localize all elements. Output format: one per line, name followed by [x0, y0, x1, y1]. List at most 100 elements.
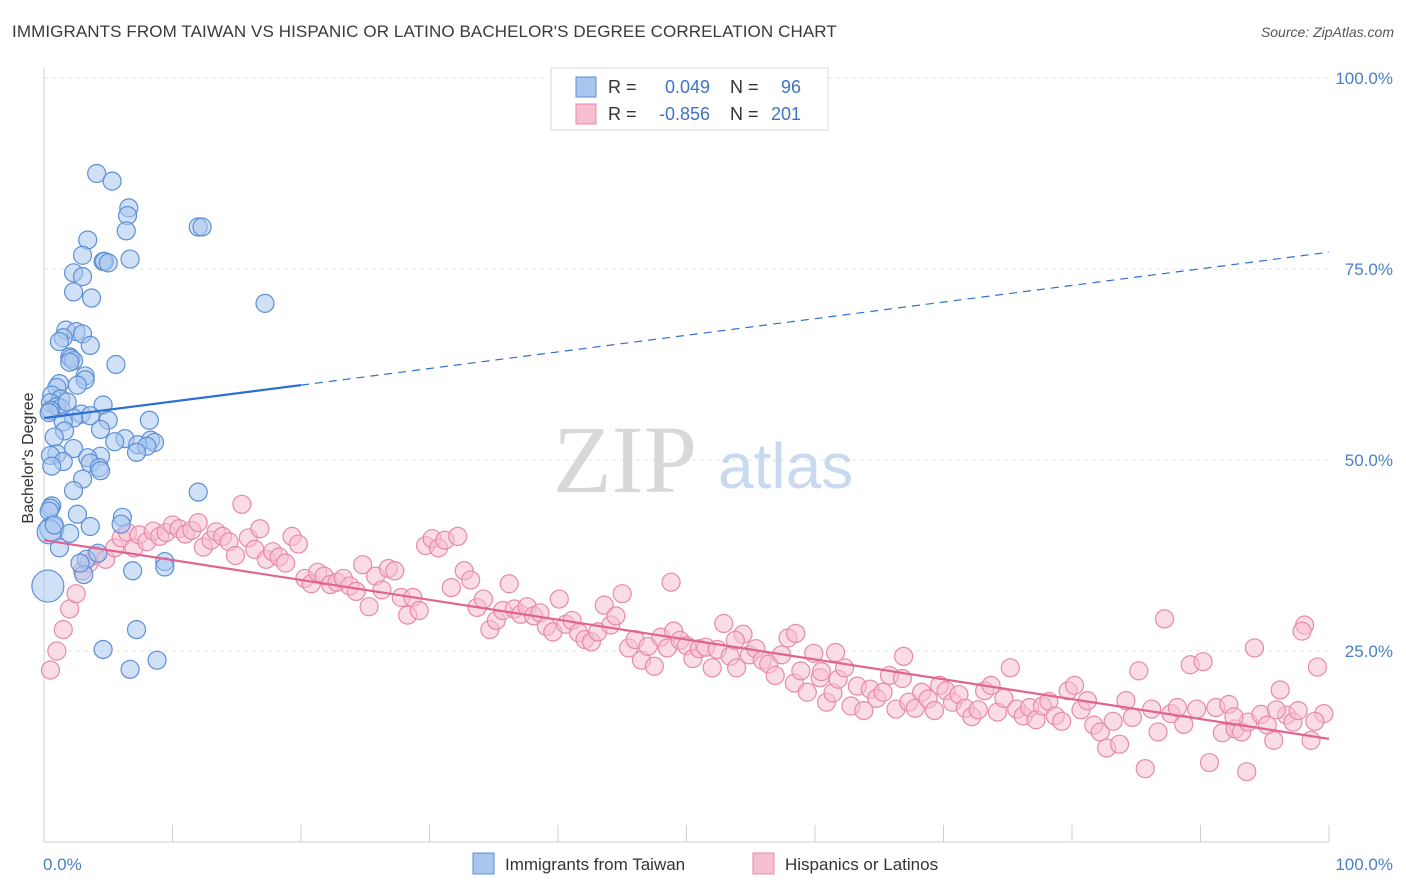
hispanic-point [873, 682, 893, 702]
hispanic-point [461, 570, 481, 590]
source-note: Source: ZipAtlas.com [1260, 24, 1394, 40]
taiwan-point [106, 354, 126, 375]
watermark-atlas: atlas [718, 430, 853, 502]
taiwan-point [120, 659, 140, 679]
taiwan-point [81, 288, 102, 308]
taiwan-point [188, 482, 208, 502]
hispanic-point [825, 642, 846, 663]
series-legend: Immigrants from Taiwan Hispanics or Lati… [472, 852, 938, 875]
hispanic-point [714, 613, 734, 634]
hispanic-point [409, 600, 429, 621]
taiwan-point [126, 620, 147, 640]
hispanic-point [372, 580, 392, 600]
taiwan-point [80, 516, 100, 537]
taiwan-point [80, 335, 100, 355]
taiwan-point [44, 427, 64, 447]
hispanic-point [359, 597, 379, 617]
hispanic-point [232, 494, 252, 514]
taiwan-point [72, 267, 93, 287]
hispanic-point [1129, 661, 1149, 681]
hispanic-point [1187, 699, 1207, 719]
hispanic-point [1103, 711, 1123, 731]
legend-n-label-2: N = [730, 104, 759, 124]
y-tick-label-0: 25.0% [1345, 642, 1393, 661]
hispanic-point [1244, 638, 1265, 658]
hispanic-point [1148, 722, 1168, 742]
trend-lines [43, 251, 1330, 740]
taiwan-trend-dashed [300, 251, 1330, 386]
hispanic-point [661, 572, 681, 592]
taiwan-point [44, 515, 64, 535]
hispanic-point [1142, 699, 1162, 719]
hispanic-point [441, 577, 461, 598]
taiwan-point [49, 331, 70, 352]
hispanic-point [499, 574, 519, 594]
hispanic-point [924, 700, 945, 721]
taiwan-point [63, 480, 84, 501]
hispanic-point [40, 660, 61, 680]
taiwan-point [57, 392, 77, 412]
hispanic-point [549, 589, 569, 609]
taiwan-point [63, 282, 84, 302]
legend-n-label-1: N = [730, 77, 759, 97]
y-tick-label-3: 100.0% [1335, 69, 1393, 88]
chart-title: IMMIGRANTS FROM TAIWAN VS HISPANIC OR LA… [12, 22, 837, 41]
hispanic-point [250, 519, 270, 539]
taiwan-point [60, 523, 80, 543]
x-tick-label-max: 100.0% [1335, 855, 1393, 874]
y-tick-label-1: 50.0% [1345, 451, 1393, 470]
hispanic-trend [43, 539, 1330, 740]
series-legend-hispanic: Hispanics or Latinos [785, 855, 938, 874]
hispanic-point [786, 623, 806, 644]
hispanic-point [811, 662, 832, 682]
legend-r-label-2: R = [608, 104, 637, 124]
hispanic-point [797, 682, 817, 702]
hispanic-point [1109, 734, 1130, 754]
taiwan-point [116, 221, 136, 241]
taiwan-point [255, 293, 275, 313]
taiwan-point [90, 461, 111, 481]
hispanic-point [1000, 658, 1020, 678]
taiwan-point [120, 249, 140, 269]
hispanic-point [1154, 609, 1175, 629]
hispanic-point [275, 553, 296, 573]
hispanic-point [1237, 762, 1257, 782]
series-legend-swatch-hispanic [752, 852, 775, 875]
hispanic-point [1266, 700, 1286, 720]
hispanic-point [1122, 707, 1142, 728]
hispanic-point [725, 630, 745, 650]
hispanic-point [1135, 759, 1155, 779]
taiwan-point [90, 419, 111, 440]
hispanic-point [225, 545, 246, 566]
taiwan-trend-solid [43, 384, 302, 420]
taiwan-point [192, 217, 212, 237]
stats-legend: R = 0.049 N = 96 R = -0.856 N = 201 [550, 67, 829, 131]
taiwan-point [67, 504, 88, 524]
hispanic-point [473, 589, 494, 609]
taiwan-points [31, 163, 275, 679]
hispanic-point [854, 700, 874, 721]
hispanic-point [1305, 711, 1325, 731]
hispanic-point [1264, 730, 1284, 750]
taiwan-point [98, 253, 118, 273]
legend-n-value-1: 96 [781, 77, 801, 97]
hispanic-point [765, 665, 785, 686]
series-legend-taiwan: Immigrants from Taiwan [505, 855, 685, 874]
hispanic-point [1224, 707, 1244, 727]
taiwan-point [70, 553, 90, 573]
hispanic-point [448, 526, 468, 547]
taiwan-point [87, 163, 107, 184]
hispanic-point [288, 534, 309, 554]
hispanic-point [791, 661, 811, 681]
hispanic-point [47, 641, 67, 661]
hispanic-point [66, 584, 86, 604]
taiwan-point [147, 650, 167, 670]
taiwan-point [60, 352, 80, 372]
y-tick-label-2: 75.0% [1345, 260, 1393, 279]
taiwan-point [72, 245, 93, 265]
hispanic-point [702, 658, 722, 678]
y-axis-label: Bachelor's Degree [20, 392, 37, 523]
hispanic-point [727, 658, 747, 678]
legend-r-value-1: 0.049 [665, 77, 710, 97]
taiwan-point [42, 456, 62, 476]
